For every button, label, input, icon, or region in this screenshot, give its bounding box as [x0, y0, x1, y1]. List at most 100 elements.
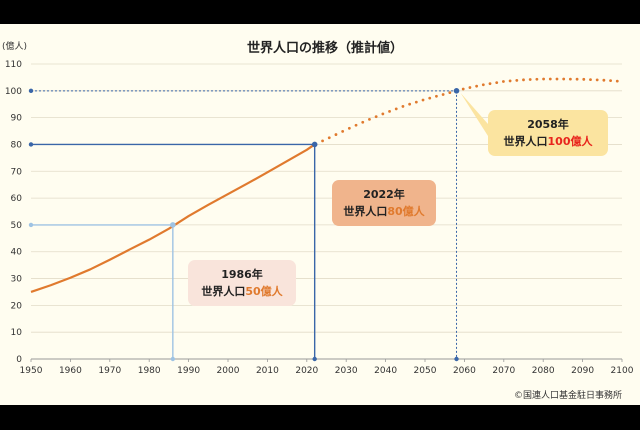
y-tick-label: 70 [11, 167, 23, 177]
grid-layer [30, 63, 623, 362]
projection-dot [542, 77, 545, 81]
chart-title: 世界人口の推移（推計値） [247, 40, 403, 56]
projection-dot [435, 94, 438, 98]
guide-end-dot [454, 356, 459, 362]
projection-dot [535, 77, 539, 81]
projection-dot [468, 86, 472, 89]
y-tick-label: 10 [11, 328, 23, 338]
projection-dot [555, 77, 559, 81]
projection-dot [502, 80, 505, 83]
callout-population-prefix: 世界人口 [201, 284, 245, 298]
projection-dot [475, 84, 479, 88]
y-tick-label: 40 [11, 248, 23, 258]
callout-population: 世界人口80億人 [343, 204, 425, 218]
x-tick-label: 2010 [256, 366, 279, 376]
projection-dot [428, 96, 432, 100]
callout-box [488, 110, 608, 156]
x-tick-label: 1950 [20, 366, 43, 376]
x-tick-label: 1960 [59, 366, 82, 376]
x-tick-label: 2030 [335, 366, 358, 376]
projection-dot [528, 78, 532, 81]
callout-population-prefix: 世界人口 [343, 204, 387, 218]
projection-dot [488, 82, 492, 86]
projection-dot [374, 115, 378, 119]
callout-pointer [460, 92, 488, 136]
callout-year: 2022年 [363, 187, 405, 201]
callout-year: 2058年 [527, 117, 569, 131]
callout-population-value: 100億人 [548, 134, 594, 148]
x-tick-label: 2090 [571, 366, 594, 376]
data-point-marker [170, 222, 176, 228]
projection-dot [508, 79, 512, 83]
x-tick-label: 1990 [177, 366, 200, 376]
callout-box [188, 260, 296, 306]
guide-end-dot [312, 356, 317, 362]
callout-year: 1986年 [221, 267, 263, 281]
data-point-marker [311, 141, 318, 148]
projection-dot [495, 81, 499, 84]
projection-dot [582, 77, 586, 81]
projection-dot [461, 87, 465, 91]
projection-dot [334, 133, 338, 136]
callout-population-value: 80億人 [387, 204, 425, 218]
x-tick-label: 2020 [295, 366, 318, 376]
x-tick-label: 2070 [492, 366, 515, 376]
callout-population-value: 50億人 [245, 284, 283, 298]
callout-population: 世界人口100億人 [504, 134, 594, 148]
y-tick-label: 60 [11, 194, 23, 204]
x-tick-label: 2060 [453, 366, 476, 376]
data-point-marker [453, 88, 460, 94]
y-axis-unit-label: (億人) [2, 40, 27, 52]
projection-dot [388, 109, 391, 113]
x-tick-label: 2080 [532, 366, 555, 376]
x-tick-label: 1970 [98, 366, 121, 376]
guide-layer [28, 88, 459, 362]
population-line-chart: 世界人口の推移（推計値） (億人) ©国連人口基金駐日事務所 010203040… [2, 40, 634, 401]
projection-dot [347, 126, 351, 130]
series-layer [30, 77, 619, 293]
projection-dot [515, 78, 519, 82]
x-tick-label: 2000 [217, 366, 240, 376]
projection-dot [481, 83, 485, 87]
callout-box [332, 180, 436, 226]
credit-text: ©国連人口基金駐日事務所 [514, 389, 622, 401]
projection-dot [609, 79, 612, 83]
callout-population: 世界人口50億人 [201, 284, 283, 298]
y-tick-label: 20 [11, 301, 23, 311]
projection-dot [602, 78, 606, 82]
projection-dot [421, 98, 425, 102]
projection-dot [448, 91, 452, 95]
population-line-solid [30, 143, 316, 293]
projection-dot [414, 100, 418, 104]
chart-frame: 世界人口の推移（推計値） (億人) ©国連人口基金駐日事務所 0 10 20 30 40… [0, 24, 640, 405]
x-tick-label: 2040 [374, 366, 397, 376]
projection-dot [341, 129, 345, 133]
projection-dot [327, 136, 331, 140]
projection-dot [568, 77, 572, 81]
projection-dot [589, 78, 592, 82]
callout-population-prefix: 世界人口 [504, 134, 548, 148]
y-tick-label: 30 [11, 275, 23, 285]
y-tick-label: 100 [5, 87, 22, 97]
x-tick-label: 1980 [138, 366, 161, 376]
projection-dot [368, 118, 371, 121]
projection-dot [522, 78, 525, 82]
projection-dot [401, 105, 405, 108]
projection-dot [441, 93, 445, 96]
projection-dot [381, 112, 385, 116]
y-tick-label: 0 [16, 355, 22, 365]
projection-dot [361, 120, 365, 124]
projection-dot [394, 107, 398, 111]
projection-dot [575, 77, 579, 81]
guide-end-dot [170, 356, 176, 362]
guide-end-dot [28, 222, 34, 228]
y-tick-label: 80 [11, 140, 23, 150]
y-tick-label: 50 [11, 221, 23, 231]
projection-dot [562, 77, 566, 81]
projection-dot [408, 102, 412, 106]
projection-dot [321, 139, 324, 143]
projection-dot [595, 78, 599, 82]
x-tick-label: 2050 [414, 366, 437, 376]
projection-dot [354, 123, 358, 127]
